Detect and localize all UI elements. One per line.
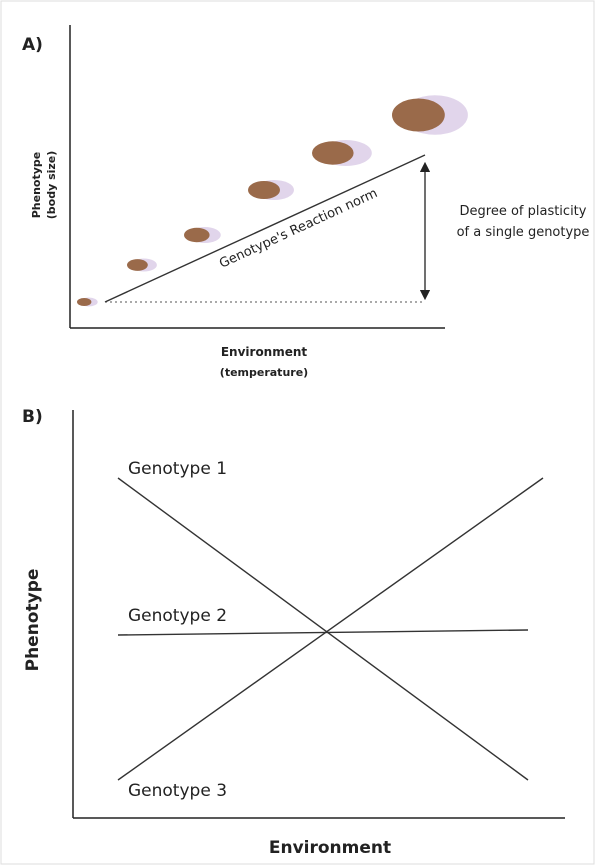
- genotype-label: Genotype 1: [128, 459, 227, 479]
- genotype-label: Genotype 2: [128, 606, 227, 626]
- fly: [248, 180, 294, 200]
- y-axis-subtitle: (body size): [45, 151, 58, 220]
- x-axis-title: Environment: [221, 345, 308, 359]
- y-axis-title: Phenotype: [23, 569, 43, 672]
- fly: [392, 95, 468, 135]
- genotype-line: [117, 477, 544, 781]
- annotation: Degree of plasticity: [460, 204, 587, 219]
- fly: [312, 140, 372, 166]
- reaction-norm: [104, 154, 426, 303]
- x-axis-title: Environment: [269, 838, 391, 858]
- panel-label: A): [22, 35, 43, 55]
- fly: [127, 258, 157, 272]
- genotype-line: [117, 629, 529, 636]
- genotype-line: [117, 477, 529, 781]
- y-axis-title: Phenotype: [30, 152, 43, 219]
- fly: [77, 297, 98, 307]
- line-label: Genotype's Reaction norm: [217, 186, 380, 272]
- annotation: of a single genotype: [457, 225, 590, 240]
- panel-label: B): [22, 407, 43, 427]
- fly: [184, 227, 221, 243]
- x-axis-subtitle: (temperature): [220, 366, 308, 379]
- genotype-label: Genotype 3: [128, 781, 227, 801]
